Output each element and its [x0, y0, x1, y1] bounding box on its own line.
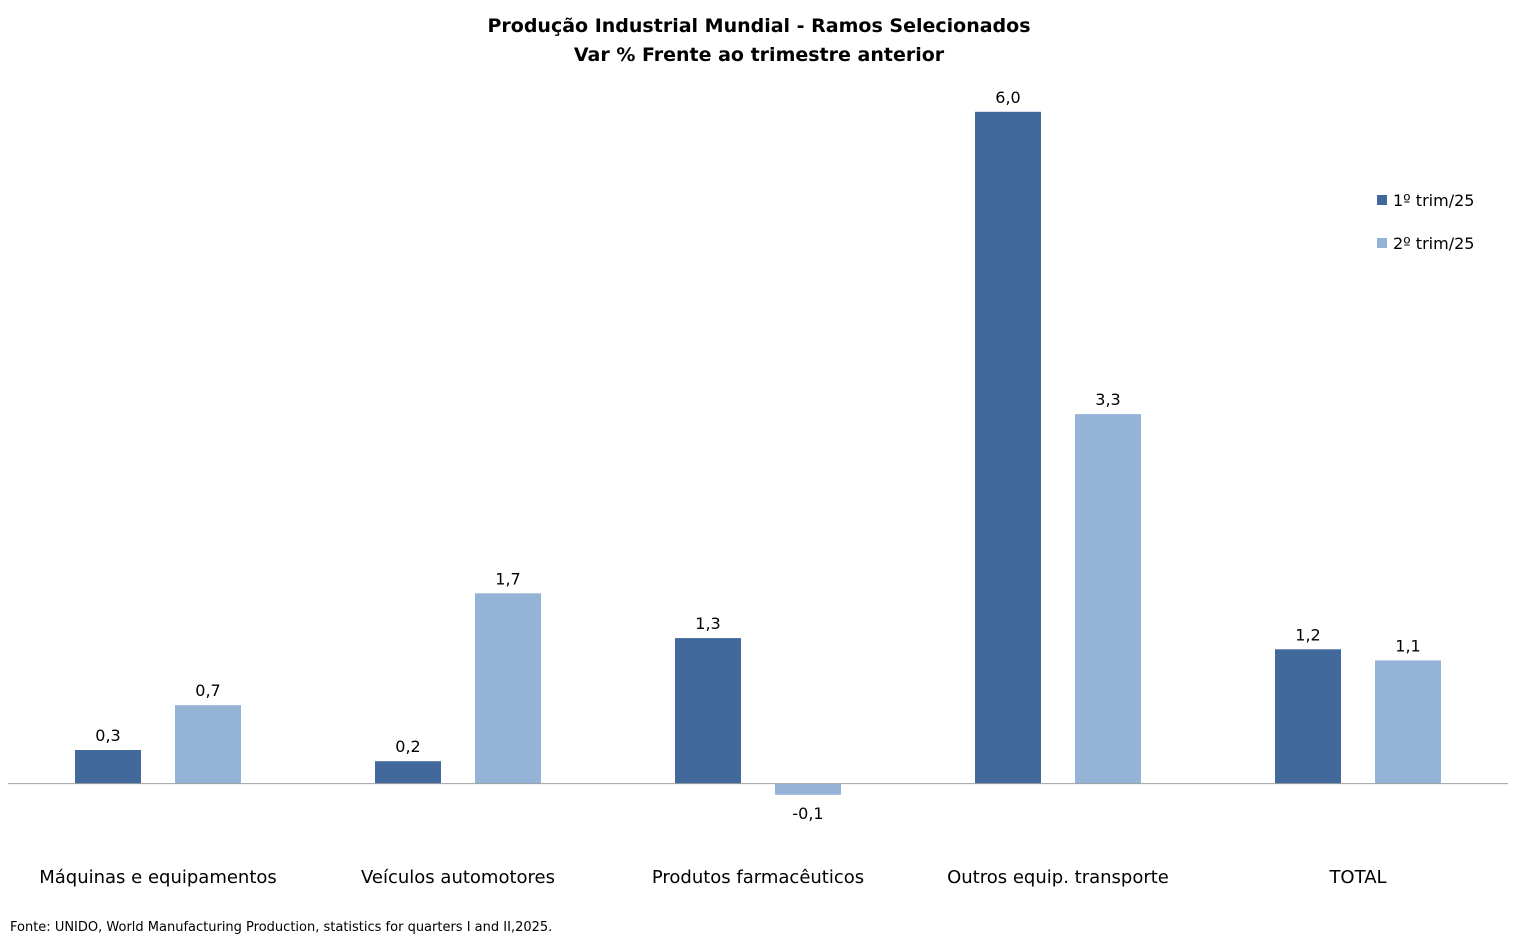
chart-title: Produção Industrial Mundial - Ramos Sele…: [487, 15, 1030, 37]
bar-series2-cat5: [1375, 660, 1441, 784]
data-label-series1-cat1: 0,3: [95, 726, 120, 745]
category-labels-group: Máquinas e equipamentos Veículos automoto…: [39, 867, 1386, 888]
data-label-series1-cat4: 6,0: [995, 88, 1020, 107]
category-label-4: Outros equip. transporte: [947, 867, 1169, 888]
data-label-series2-cat5: 1,1: [1395, 636, 1420, 655]
bar-series2-cat2: [475, 593, 541, 784]
category-label-3: Produtos farmacêuticos: [652, 867, 864, 888]
data-label-series1-cat3: 1,3: [695, 614, 720, 633]
bar-series2-cat1: [175, 705, 241, 784]
bar-series1-cat3: [675, 638, 741, 784]
source-note: Fonte: UNIDO, World Manufacturing Produc…: [10, 920, 553, 935]
data-label-series2-cat3: -0,1: [792, 804, 823, 823]
legend-label-series1: 1º trim/25: [1393, 191, 1474, 210]
bars-group: [75, 111, 1441, 795]
bar-series1-cat1: [75, 750, 141, 784]
legend-label-series2: 2º trim/25: [1393, 234, 1474, 253]
data-label-series1-cat2: 0,2: [395, 737, 420, 756]
data-label-series2-cat2: 1,7: [495, 569, 520, 588]
category-label-5: TOTAL: [1328, 867, 1386, 888]
data-label-series2-cat1: 0,7: [195, 681, 220, 700]
data-labels-group: 0,3 0,7 0,2 1,7 1,3 -0,1 6,0 3,3 1,2 1,1: [95, 88, 1420, 823]
bar-series2-cat3: [775, 783, 841, 795]
legend-swatch-series2: [1377, 238, 1387, 248]
legend: 1º trim/25 2º trim/25: [1377, 191, 1474, 253]
category-label-1: Máquinas e equipamentos: [39, 867, 277, 888]
data-label-series2-cat4: 3,3: [1095, 390, 1120, 409]
data-label-series1-cat5: 1,2: [1295, 625, 1320, 644]
category-label-2: Veículos automotores: [361, 867, 555, 888]
bar-series1-cat5: [1275, 649, 1341, 784]
bar-series1-cat2: [375, 761, 441, 784]
chart-subtitle: Var % Frente ao trimestre anterior: [574, 44, 945, 66]
bar-series1-cat4: [975, 111, 1041, 784]
bar-series2-cat4: [1075, 414, 1141, 784]
legend-swatch-series1: [1377, 195, 1387, 205]
